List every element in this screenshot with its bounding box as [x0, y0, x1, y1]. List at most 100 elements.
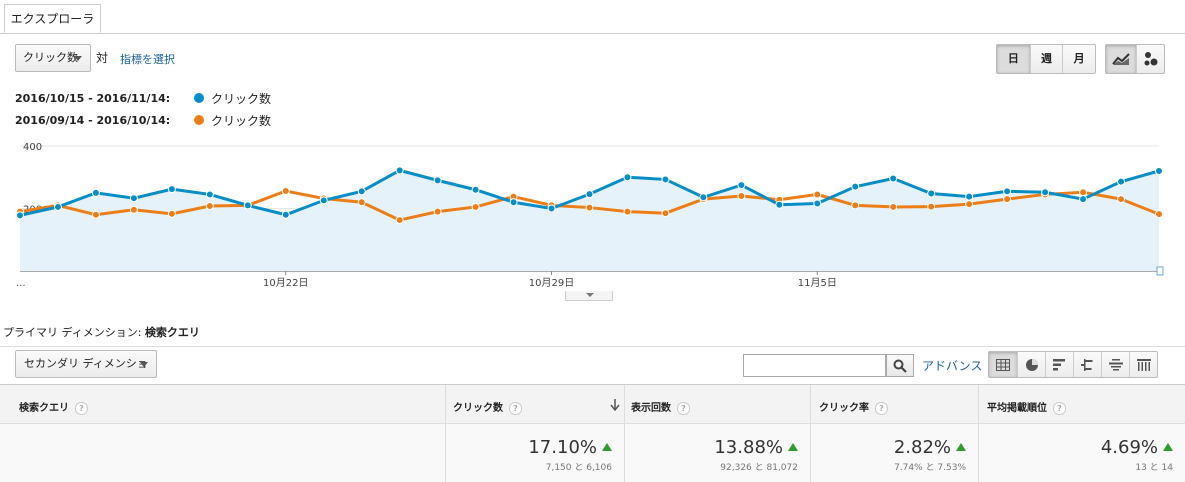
pivot-view-button[interactable]: [1129, 352, 1157, 377]
chevron-down-icon: [74, 56, 82, 61]
totals-detail: 13 と 14: [1135, 463, 1173, 473]
data-point-current: [433, 176, 442, 185]
data-point-previous: [661, 209, 670, 218]
data-point-previous: [813, 190, 822, 199]
totals-percent: 4.69%: [1101, 437, 1173, 458]
grid-icon: [996, 358, 1010, 371]
performance-view-button[interactable]: [1045, 352, 1073, 377]
data-point-current: [395, 166, 404, 175]
arrow-down-icon: [610, 399, 620, 411]
granularity-month-button[interactable]: 月: [1062, 45, 1095, 73]
column-header-ctr[interactable]: クリック率?: [810, 385, 978, 423]
column-header-query[interactable]: 検索クエリ?: [0, 385, 445, 423]
bar-chart-icon: [1052, 358, 1065, 370]
pick-metric-link[interactable]: 指標を選択: [120, 53, 175, 66]
data-point-current: [243, 201, 252, 210]
arrow-up-icon: [956, 443, 966, 451]
x-tick-label: 10月22日: [263, 277, 308, 289]
data-point-current: [53, 202, 62, 211]
totals-percent: 17.10%: [528, 437, 612, 458]
help-icon[interactable]: ?: [509, 401, 522, 415]
help-icon[interactable]: ?: [1053, 401, 1066, 415]
column-header-clicks[interactable]: クリック数?: [445, 385, 624, 423]
data-point-previous: [623, 207, 632, 216]
legend-range-previous: 2016/09/14 - 2016/10/14:: [15, 114, 171, 127]
data-point-current: [167, 185, 176, 194]
percentage-view-button[interactable]: [1017, 352, 1045, 377]
term-cloud-view-button[interactable]: [1101, 352, 1129, 377]
arrow-up-icon: [602, 443, 612, 451]
motion-chart-button[interactable]: [1136, 45, 1164, 73]
data-point-current: [1117, 177, 1126, 186]
range-handle: [1156, 266, 1164, 276]
legend-dot-current: [194, 93, 204, 103]
comparison-view-button[interactable]: [1073, 352, 1101, 377]
data-point-previous: [433, 207, 442, 216]
data-point-previous: [1117, 195, 1126, 204]
column-label: 表示回数?: [631, 399, 690, 415]
column-header-impressions[interactable]: 表示回数?: [624, 385, 810, 423]
data-point-current: [547, 204, 556, 213]
totals-percent: 13.88%: [714, 437, 798, 458]
data-point-previous: [1155, 210, 1163, 219]
search-input[interactable]: [743, 354, 886, 377]
data-point-current: [129, 194, 138, 203]
data-point-current: [1079, 195, 1088, 204]
chart-type-group: [1105, 44, 1165, 74]
column-label: クリック数?: [453, 399, 522, 415]
data-point-current: [813, 199, 822, 208]
pie-chart-icon: [1025, 358, 1038, 371]
primary-dimension-value[interactable]: 検索クエリ: [144, 326, 200, 339]
granularity-week-button[interactable]: 週: [1029, 45, 1063, 73]
totals-cell-clicks: 17.10% 7,150 と 6,106: [445, 424, 624, 482]
term-cloud-icon: [1108, 358, 1123, 370]
data-point-previous: [851, 201, 860, 210]
granularity-day-button[interactable]: 日: [997, 45, 1030, 73]
data-point-current: [927, 189, 936, 198]
legend-label-current: クリック数: [211, 92, 272, 106]
primary-dimension-label: プライマリ ディメンション:: [3, 326, 142, 339]
tab-explorer[interactable]: エクスプローラ: [4, 4, 101, 33]
help-icon[interactable]: ?: [875, 401, 888, 415]
search-button[interactable]: [886, 354, 914, 377]
data-point-current: [281, 210, 290, 219]
help-icon[interactable]: ?: [677, 401, 690, 415]
secondary-dimension-dropdown[interactable]: セカンダリ ディメンション: [15, 350, 157, 396]
data-point-previous: [1079, 188, 1088, 197]
data-point-current: [509, 198, 518, 207]
chart-collapse-toggle[interactable]: [565, 291, 613, 301]
data-view-button[interactable]: [989, 352, 1017, 377]
comparison-icon: [1080, 358, 1092, 371]
column-label: クリック率?: [819, 399, 888, 415]
x-tick-label: 10月29日: [529, 277, 574, 289]
data-point-current: [1155, 167, 1163, 175]
vs-label: 対: [96, 51, 109, 65]
data-point-previous: [585, 203, 594, 212]
data-point-current: [16, 211, 24, 220]
x-tick-label: 11月5日: [798, 277, 837, 289]
column-header-position[interactable]: 平均掲載順位?: [978, 385, 1185, 423]
data-point-current: [585, 190, 594, 199]
data-point-previous: [281, 187, 290, 195]
legend-dot-previous: [194, 115, 204, 125]
data-point-previous: [129, 205, 138, 214]
y-tick-label: 400: [23, 142, 42, 153]
data-point-current: [737, 181, 746, 190]
data-point-current: [1041, 188, 1050, 197]
advanced-filter-link[interactable]: アドバンス: [922, 359, 983, 373]
totals-row: 17.10% 7,150 と 6,106 13.88% 92,326 と 81,…: [0, 424, 1185, 482]
data-point-previous: [889, 202, 898, 211]
data-point-previous: [167, 209, 176, 218]
data-point-previous: [927, 202, 936, 211]
totals-cell-impressions: 13.88% 92,326 と 81,072: [624, 424, 810, 482]
help-icon[interactable]: ?: [75, 401, 88, 415]
totals-detail: 7.74% と 7.53%: [894, 463, 966, 473]
data-point-current: [471, 185, 480, 194]
data-point-previous: [737, 192, 746, 200]
data-point-current: [889, 174, 898, 183]
line-chart-button[interactable]: [1106, 45, 1136, 73]
search-icon: [893, 359, 907, 373]
metric-dropdown[interactable]: クリック数: [15, 44, 91, 72]
data-point-previous: [357, 198, 366, 207]
